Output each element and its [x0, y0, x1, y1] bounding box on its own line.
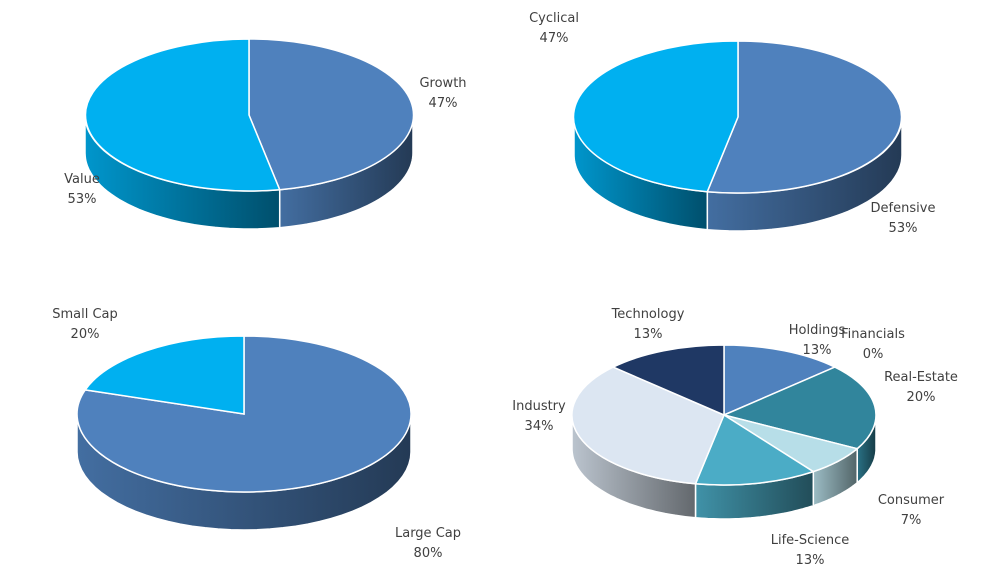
pie-slice-cyclical	[572, 40, 739, 193]
category-label: Large Cap	[395, 526, 461, 541]
category-label: Financials	[841, 327, 905, 342]
pie-labels: Growth 47% Value 53%	[64, 76, 466, 207]
data-label: 20%	[907, 390, 936, 405]
category-label: Consumer	[878, 493, 945, 508]
pie-labels: Holdings 13% Financials 0%Real-Estate 20% Con…	[512, 307, 958, 568]
pie-slice-industry	[571, 366, 725, 485]
pie-side-walls	[571, 414, 877, 520]
category-label: Defensive	[871, 201, 936, 216]
pie-slices	[84, 38, 415, 192]
pie-slice-growth	[248, 38, 415, 191]
pie-slice-small-cap	[83, 335, 245, 415]
pie-slice-real-estate	[721, 366, 877, 450]
data-label: 13%	[634, 327, 663, 342]
pie-labels: Defensive 53% Cyclical 47%	[529, 11, 935, 236]
category-label: Value	[64, 172, 100, 187]
category-label: Life-Science	[771, 533, 850, 548]
data-label: 0%	[863, 347, 884, 362]
category-label: Cyclical	[529, 11, 579, 26]
pie-slice-defensive	[706, 40, 903, 194]
category-label: Industry	[512, 399, 566, 414]
data-label: 80%	[414, 546, 443, 561]
data-label: 53%	[68, 192, 97, 207]
pie-slices	[76, 335, 412, 493]
data-label: 13%	[796, 553, 825, 568]
category-label: Holdings	[789, 323, 846, 338]
category-label: Growth	[419, 76, 466, 91]
data-label: 13%	[803, 343, 832, 358]
pie-chart-2: Defensive 53% Cyclical 47%	[529, 11, 935, 236]
pie-labels: Large Cap 80% Small Cap 20%	[52, 307, 461, 561]
category-label: Real-Estate	[884, 370, 958, 385]
data-label: 53%	[889, 221, 918, 236]
data-label: 20%	[71, 327, 100, 342]
pie-slices	[571, 344, 877, 486]
pie-slice-holdings	[723, 344, 837, 417]
pie-chart-1: Growth 47% Value 53%	[64, 38, 467, 230]
pie-chart-4: Holdings 13% Financials 0%Real-Estate 20% Con…	[512, 307, 958, 568]
data-label: 7%	[901, 513, 922, 528]
pie-chart-3: Large Cap 80% Small Cap 20%	[52, 307, 461, 561]
category-label: Small Cap	[52, 307, 118, 322]
pie-slice-technology	[611, 344, 725, 417]
pie-slices	[572, 40, 903, 194]
data-label: 47%	[429, 96, 458, 111]
category-label: Technology	[611, 307, 685, 322]
pie-slice-value	[84, 38, 281, 192]
data-label: 47%	[540, 31, 569, 46]
pie-slice-life-science	[694, 413, 816, 486]
data-label: 34%	[525, 419, 554, 434]
